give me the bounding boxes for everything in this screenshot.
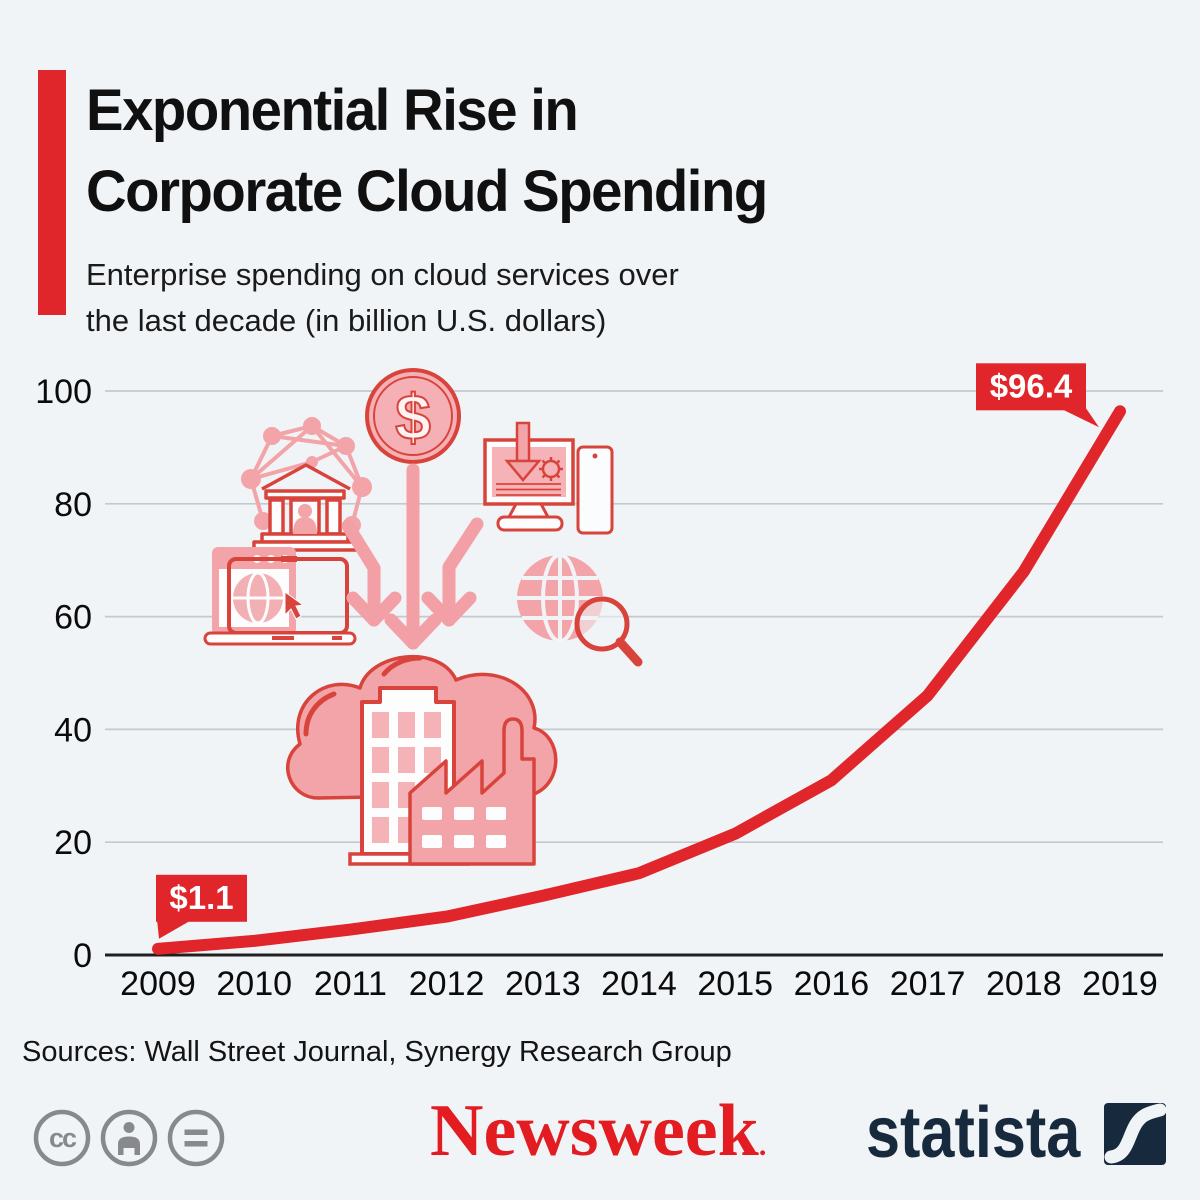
cloud-spending-line-chart: $ [35,363,1163,1003]
x-axis-label: 2018 [986,965,1062,1003]
data-callout: $1.1 [156,874,247,939]
dollar-coin-icon: $ [365,368,461,464]
x-axis-label: 2012 [409,965,485,1003]
x-axis-label: 2009 [120,965,196,1003]
equals-icon [167,1109,225,1167]
browser-laptop-icon [203,547,357,646]
y-axis-label: 80 [54,486,92,524]
y-axis-label: 20 [54,824,92,862]
y-axis-label: 40 [54,711,92,749]
x-axis-label: 2010 [216,965,292,1003]
statista-swoosh [1104,1103,1166,1164]
x-axis-label: 2013 [505,965,581,1003]
page-subtitle: Enterprise spending on cloud services ov… [86,257,679,338]
desktop-download-icon [483,421,614,535]
creative-commons-license-icons: cc [33,1109,225,1167]
globe-search-icon [517,553,643,667]
dollar-glyph: $ [395,381,431,453]
x-axis-label: 2017 [890,965,966,1003]
callout-value: $96.4 [990,367,1073,404]
x-axis-label: 2019 [1082,965,1158,1003]
newsweek-logo: Newsweek. [430,1094,766,1168]
y-axis-label: 0 [73,937,92,975]
page-title: Exponential Rise in Corporate Cloud Spen… [86,78,768,225]
cloud-industry-icon [286,654,558,866]
statista-logo-text: statista [866,1093,1081,1173]
newsweek-logo-text: Newsweek [430,1090,759,1172]
callout-value: $1.1 [169,879,233,916]
svg-text:cc: cc [49,1123,77,1153]
attribution-person-icon [100,1109,158,1167]
y-axis-label: 60 [54,599,92,637]
x-axis-label: 2016 [794,965,870,1003]
newsweek-logo-suffix: . [758,1129,767,1162]
download-arrows-icon [341,463,484,650]
spending-line [152,405,1126,955]
x-axis-label: 2014 [601,965,677,1003]
title-accent-bar [38,70,66,315]
sources-note: Sources: Wall Street Journal, Synergy Re… [22,1036,732,1068]
y-axis-label: 100 [35,373,92,411]
x-axis-label: 2015 [697,965,773,1003]
statista-logo-mark [1104,1103,1166,1165]
decorative-icons: $ [203,368,643,866]
cc-icon: cc [33,1109,91,1167]
x-axis-label: 2011 [314,965,387,1003]
header: Exponential Rise in Corporate Cloud Spen… [38,70,788,344]
data-callout: $96.4 [976,363,1099,428]
